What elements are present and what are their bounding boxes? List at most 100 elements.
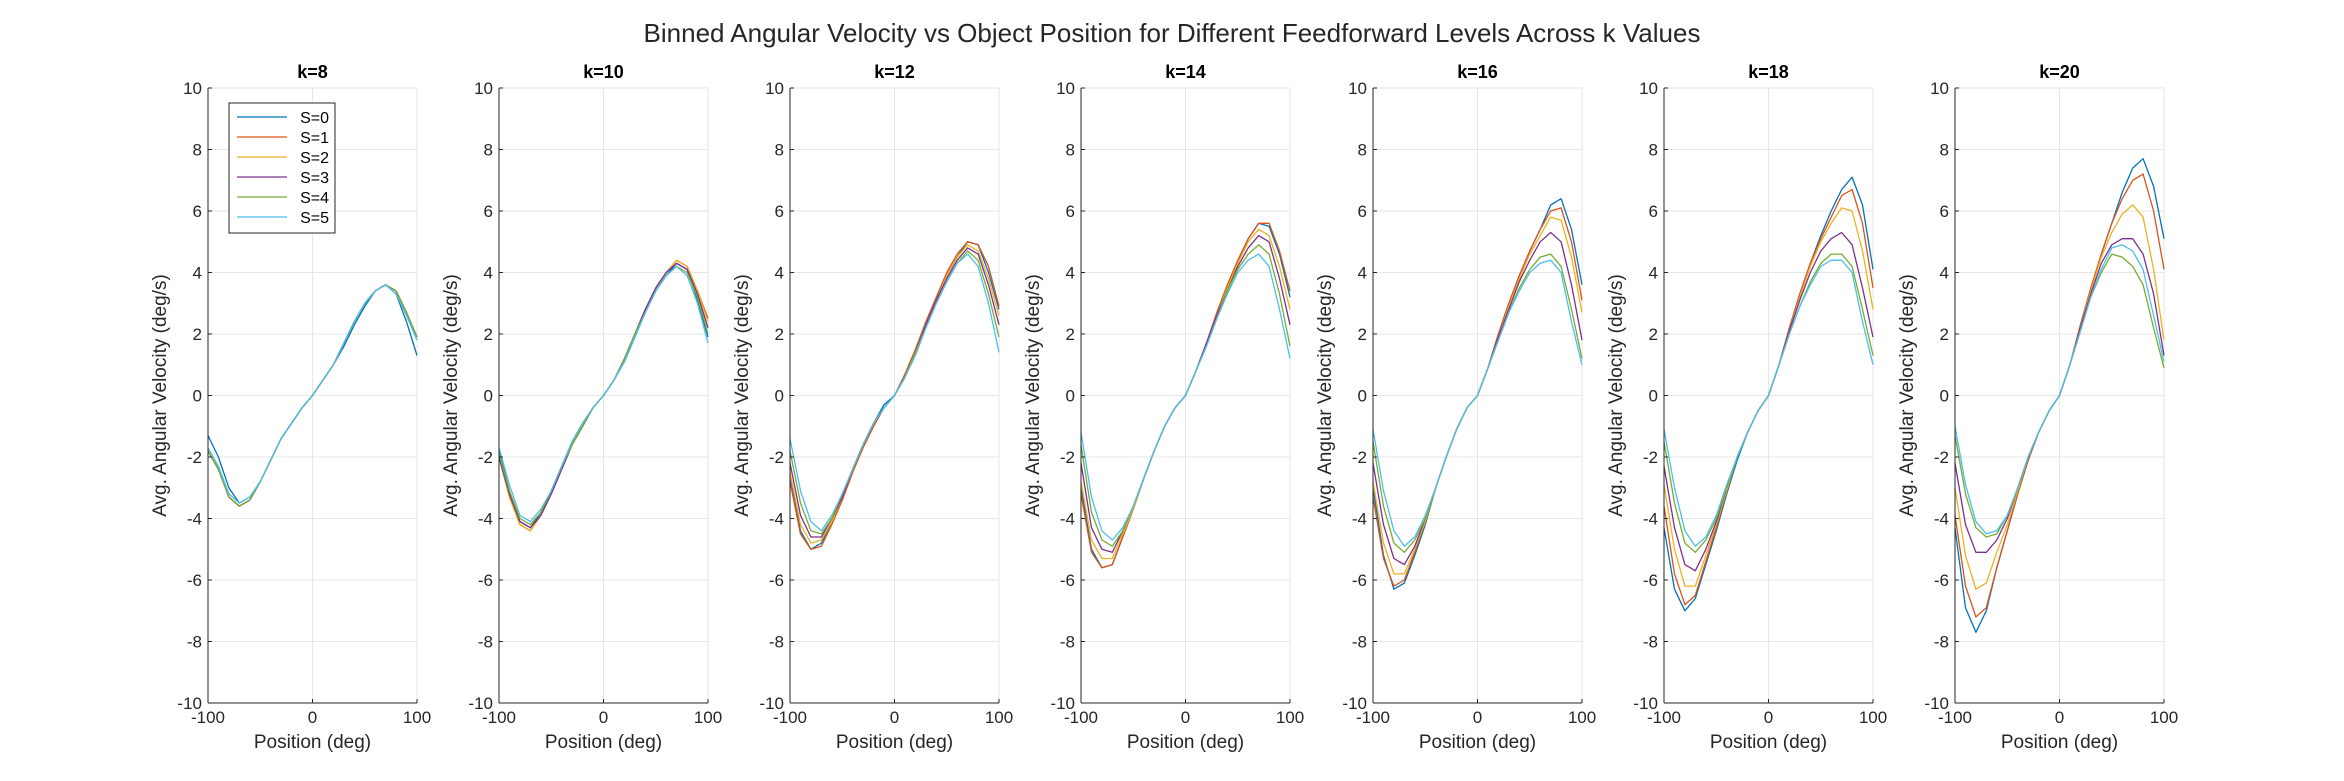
y-tick-label: 8 [193, 141, 202, 160]
y-tick-label: 8 [1649, 141, 1658, 160]
y-axis-label: Avg. Angular Velocity (deg/s) [1897, 274, 1918, 517]
y-tick-label: -8 [1352, 633, 1367, 652]
y-tick-label: 6 [775, 202, 784, 221]
y-tick-label: 6 [1358, 202, 1367, 221]
y-tick-label: 2 [1649, 325, 1658, 344]
x-tick-label: -100 [1356, 708, 1390, 727]
y-tick-label: 10 [183, 79, 202, 98]
x-axis-label: Position (deg) [1419, 732, 1536, 753]
legend-label: S=0 [300, 110, 329, 127]
y-tick-label: 10 [1930, 79, 1949, 98]
series-line-s5 [1954, 244, 2165, 535]
x-tick-label: 100 [1859, 708, 1887, 727]
subplot-title: k=18 [1748, 62, 1789, 82]
y-tick-label: -10 [1633, 694, 1658, 713]
subplot-title: k=12 [874, 62, 915, 82]
x-axis-label: Position (deg) [545, 732, 662, 753]
y-tick-label: 10 [1639, 79, 1658, 98]
y-tick-label: -2 [769, 448, 784, 467]
y-tick-label: -2 [187, 448, 202, 467]
y-tick-label: -8 [1060, 633, 1075, 652]
y-tick-label: 8 [775, 141, 784, 160]
x-tick-label: 100 [2150, 708, 2178, 727]
legend: S=0 S=1 S=2 S=3 S=4 S=5 [228, 102, 336, 234]
y-axis-label: Avg. Angular Velocity (deg/s) [1023, 274, 1044, 517]
y-tick-label: 10 [765, 79, 784, 98]
y-tick-label: -10 [759, 694, 784, 713]
y-tick-label: -6 [1060, 571, 1075, 590]
x-tick-label: -100 [191, 708, 225, 727]
y-tick-label: -4 [1352, 510, 1367, 529]
y-tick-label: -8 [1934, 633, 1949, 652]
y-tick-label: 4 [1940, 264, 1949, 283]
y-tick-label: -10 [1924, 694, 1949, 713]
x-tick-label: 100 [1276, 708, 1304, 727]
y-tick-label: 0 [1649, 387, 1658, 406]
subplot-title: k=14 [1165, 62, 1206, 82]
y-axis-label: Avg. Angular Velocity (deg/s) [150, 274, 171, 517]
x-tick-label: 100 [403, 708, 431, 727]
y-tick-label: 6 [1066, 202, 1075, 221]
subplot-5: -10 -8 -6 -4 -2 0 2 4 6 8 10 -100 0 100 k=16 Position (… [1315, 62, 1596, 753]
y-tick-label: -6 [1352, 571, 1367, 590]
x-axis-label: Position (deg) [254, 732, 371, 753]
y-tick-label: -4 [478, 510, 493, 529]
y-tick-label: 8 [1358, 141, 1367, 160]
y-tick-label: 6 [193, 202, 202, 221]
y-tick-label: 2 [1940, 325, 1949, 344]
x-tick-label: 100 [694, 708, 722, 727]
y-tick-label: 4 [1066, 264, 1075, 283]
y-tick-label: -2 [1934, 448, 1949, 467]
y-tick-label: -2 [1060, 448, 1075, 467]
x-tick-label: -100 [482, 708, 516, 727]
subplot-3: -10 -8 -6 -4 -2 0 2 4 6 8 10 -100 0 100 k=12 Position (… [732, 62, 1013, 753]
y-tick-label: -10 [1342, 694, 1367, 713]
y-tick-label: 0 [1358, 387, 1367, 406]
y-tick-label: 8 [1066, 141, 1075, 160]
legend-label: S=5 [300, 210, 329, 227]
x-tick-label: 0 [2055, 708, 2064, 727]
y-tick-label: 2 [1358, 325, 1367, 344]
x-tick-label: 0 [1473, 708, 1482, 727]
x-tick-label: 100 [985, 708, 1013, 727]
subplot-2: -10 -8 -6 -4 -2 0 2 4 6 8 10 -100 0 100 k=10 Position (… [441, 62, 722, 753]
y-tick-label: 4 [193, 264, 202, 283]
y-tick-label: -4 [1934, 510, 1949, 529]
y-tick-label: -10 [177, 694, 202, 713]
y-tick-label: -8 [478, 633, 493, 652]
y-tick-label: -8 [187, 633, 202, 652]
y-tick-label: 4 [1649, 264, 1658, 283]
y-tick-label: -2 [1352, 448, 1367, 467]
series-line-s5 [207, 284, 418, 504]
y-axis-label: Avg. Angular Velocity (deg/s) [732, 274, 753, 517]
x-tick-label: 0 [890, 708, 899, 727]
legend-label: S=1 [300, 130, 329, 147]
x-tick-label: -100 [1938, 708, 1972, 727]
legend-label: S=3 [300, 170, 329, 187]
y-tick-label: 8 [1940, 141, 1949, 160]
y-tick-label: -6 [478, 571, 493, 590]
x-axis-label: Position (deg) [1710, 732, 1827, 753]
x-tick-label: -100 [773, 708, 807, 727]
y-tick-label: 10 [474, 79, 493, 98]
series-line-s5 [789, 253, 1000, 532]
x-tick-label: 0 [599, 708, 608, 727]
y-axis-label: Avg. Angular Velocity (deg/s) [1315, 274, 1336, 517]
y-tick-label: 6 [1940, 202, 1949, 221]
legend-box [228, 102, 336, 234]
y-tick-label: -2 [1643, 448, 1658, 467]
y-tick-label: 8 [484, 141, 493, 160]
y-tick-label: -8 [769, 633, 784, 652]
y-tick-label: -4 [1643, 510, 1658, 529]
y-tick-label: 2 [1066, 325, 1075, 344]
x-tick-label: -100 [1064, 708, 1098, 727]
y-tick-label: 0 [1066, 387, 1075, 406]
y-axis-label: Avg. Angular Velocity (deg/s) [1606, 274, 1627, 517]
subplot-6: -10 -8 -6 -4 -2 0 2 4 6 8 10 -100 0 100 k=18 Position (… [1606, 62, 1887, 753]
series-line-s5 [498, 265, 709, 523]
y-tick-label: 0 [775, 387, 784, 406]
y-tick-label: 6 [484, 202, 493, 221]
x-tick-label: 0 [1181, 708, 1190, 727]
y-tick-label: -6 [1934, 571, 1949, 590]
